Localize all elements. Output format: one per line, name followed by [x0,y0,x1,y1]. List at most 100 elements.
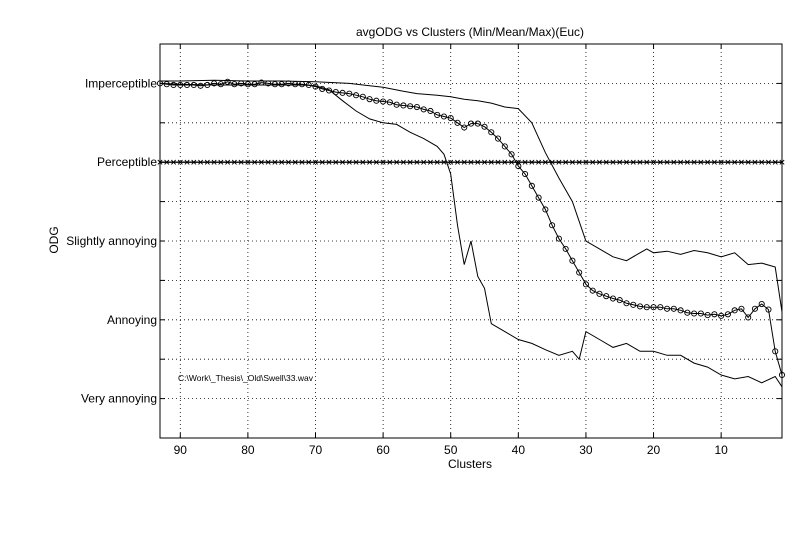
series-mean-point [474,120,481,127]
x-tick-label: 30 [579,443,593,457]
series-perceptible-threshold-point [569,159,575,165]
series-perceptible-threshold-point [421,159,427,165]
series-mean-point [427,107,434,115]
series-mean-point [177,81,184,89]
x-tick-label: 80 [241,443,255,457]
series-perceptible-threshold-point [434,159,440,165]
series-perceptible-threshold-point [272,159,278,165]
series-perceptible-threshold-point [380,159,386,165]
series-perceptible-threshold-point [441,159,447,165]
series-perceptible-threshold-point [488,159,494,165]
series-mean-point [400,102,407,109]
series-perceptible-threshold-point [333,159,339,165]
series-perceptible-threshold-point [745,159,751,165]
series-perceptible-threshold-point [549,159,555,165]
series-perceptible-threshold-point [603,159,609,165]
series-mean-point [765,306,772,313]
series-mean-point [664,305,671,312]
series-perceptible-threshold-point [468,159,474,165]
series-perceptible-threshold-point [684,159,690,165]
series-perceptible-threshold-point [353,159,359,165]
series-mean-point [772,348,779,355]
series-perceptible-threshold-point [718,159,724,165]
series-perceptible-threshold-point [427,159,433,165]
series-mean-point [386,99,393,106]
series-perceptible-threshold-point [515,159,521,165]
series-mean-point [501,143,508,150]
series-perceptible-threshold-point [556,159,562,165]
x-tick-label: 90 [174,443,188,457]
series-perceptible-threshold-point [204,159,210,165]
series-mean-point [380,98,387,105]
series-perceptible-threshold-point [522,159,528,165]
series-perceptible-threshold-point [312,159,319,165]
series-perceptible-threshold-point [482,159,488,165]
series-mean-point [278,81,285,88]
series-mean-point [630,301,637,308]
series-mean-point [467,120,475,127]
series-mean-point [569,257,576,264]
series-perceptible-threshold-point [387,159,393,165]
series-perceptible-threshold-point [279,159,285,165]
series-perceptible-threshold-point [448,159,454,165]
series-perceptible-threshold-point [184,159,190,165]
series-perceptible-threshold-point [164,159,170,165]
chart-title: avgODG vs Clusters (Min/Mean/Max)(Euc) [356,25,584,39]
series-mean-point [420,106,427,113]
series-perceptible-threshold-point [171,159,177,165]
series-perceptible-threshold-point [759,159,765,165]
series-perceptible-threshold-point [725,159,731,165]
series-mean-point [738,305,745,312]
y-tick-label: Annoying [107,313,157,327]
series-mean-point [718,312,725,319]
series-perceptible-threshold-point [292,159,298,165]
series-mean-point [542,206,549,213]
x-tick-label: 10 [714,443,728,457]
series-perceptible-threshold-point [671,159,677,165]
series-perceptible-threshold-point [529,159,535,165]
series-mean-point [515,163,522,170]
series-mean-point [251,81,258,88]
series-mean-point [670,305,677,312]
y-tick-label: Slightly annoying [66,234,157,248]
series-mean-point [197,82,204,89]
series-perceptible-threshold-point [678,159,684,165]
series-mean-point [393,101,400,108]
series-perceptible-threshold-point [772,159,778,165]
series-perceptible-threshold-point [644,159,650,165]
series-perceptible-threshold-point [461,159,467,165]
series-perceptible-threshold-point [326,159,332,165]
series-mean-point [657,304,664,311]
series-mean-point [589,287,596,294]
series-mean-point [488,129,495,136]
series-perceptible-threshold-point [454,159,460,165]
x-tick-label: 40 [512,443,526,457]
series-mean-point [373,97,380,104]
series-mean-point [555,235,562,242]
series-perceptible-threshold-point [664,159,670,165]
series-perceptible-threshold-point [238,159,244,165]
series-mean-point [711,311,718,318]
series-perceptible-threshold-point [590,159,596,165]
series-mean-point [745,314,752,321]
series-mean-point [481,123,488,130]
series-mean-point [508,151,515,158]
series-mean-point [359,93,366,100]
series-perceptible-threshold-point [360,159,366,165]
series-perceptible-threshold-point [657,159,663,165]
series-mean-point [440,113,448,120]
x-tick-label: 20 [647,443,661,457]
series-perceptible-threshold-point [198,159,204,165]
series-mean-point [751,305,759,312]
series-perceptible-threshold-point [258,159,264,165]
series-perceptible-threshold-point [211,159,217,165]
series-max-line [160,79,783,312]
series-mean-point [366,96,373,103]
series-mean-point [650,304,657,311]
x-tick-label: 60 [376,443,390,457]
series-perceptible-threshold-point [691,159,697,165]
series-mean-point [353,92,360,99]
series-mean-point [582,281,589,288]
series-perceptible-threshold-point [563,159,569,165]
series-perceptible-threshold-point [367,159,373,165]
